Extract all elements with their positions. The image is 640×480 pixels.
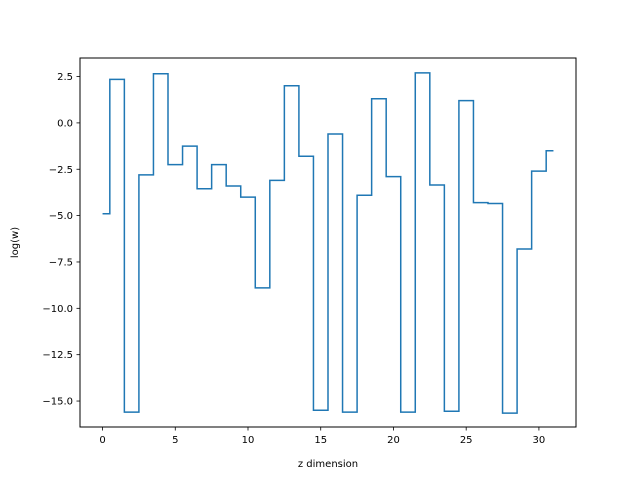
x-tick-label: 30 [533, 435, 546, 446]
axes-frame [79, 57, 577, 428]
x-tick-label: 20 [387, 435, 400, 446]
y-tick-label: −10.0 [42, 304, 73, 315]
x-tick-label: 5 [172, 435, 178, 446]
x-tick-label: 0 [99, 435, 105, 446]
series-line [102, 72, 554, 414]
x-tick-label: 15 [314, 435, 327, 446]
y-axis-label: log(w) [10, 227, 21, 258]
y-tick-label: −15.0 [42, 397, 73, 408]
y-tick-label: −7.5 [49, 257, 73, 268]
x-axis: 0 5 10 15 20 25 30 [99, 427, 545, 446]
y-tick-label: 0.0 [57, 118, 73, 129]
y-axis: 2.5 0.0 −2.5 −5.0 −7.5 −10.0 −12.5 −15.0 [42, 72, 80, 408]
y-tick-label: 2.5 [57, 72, 73, 83]
y-tick-label: −2.5 [49, 165, 73, 176]
y-tick-label: −12.5 [42, 350, 73, 361]
x-tick-label: 10 [242, 435, 255, 446]
x-axis-label: z dimension [298, 459, 358, 470]
x-tick-label: 25 [460, 435, 473, 446]
plot-area [102, 72, 554, 414]
y-tick-label: −5.0 [49, 211, 73, 222]
